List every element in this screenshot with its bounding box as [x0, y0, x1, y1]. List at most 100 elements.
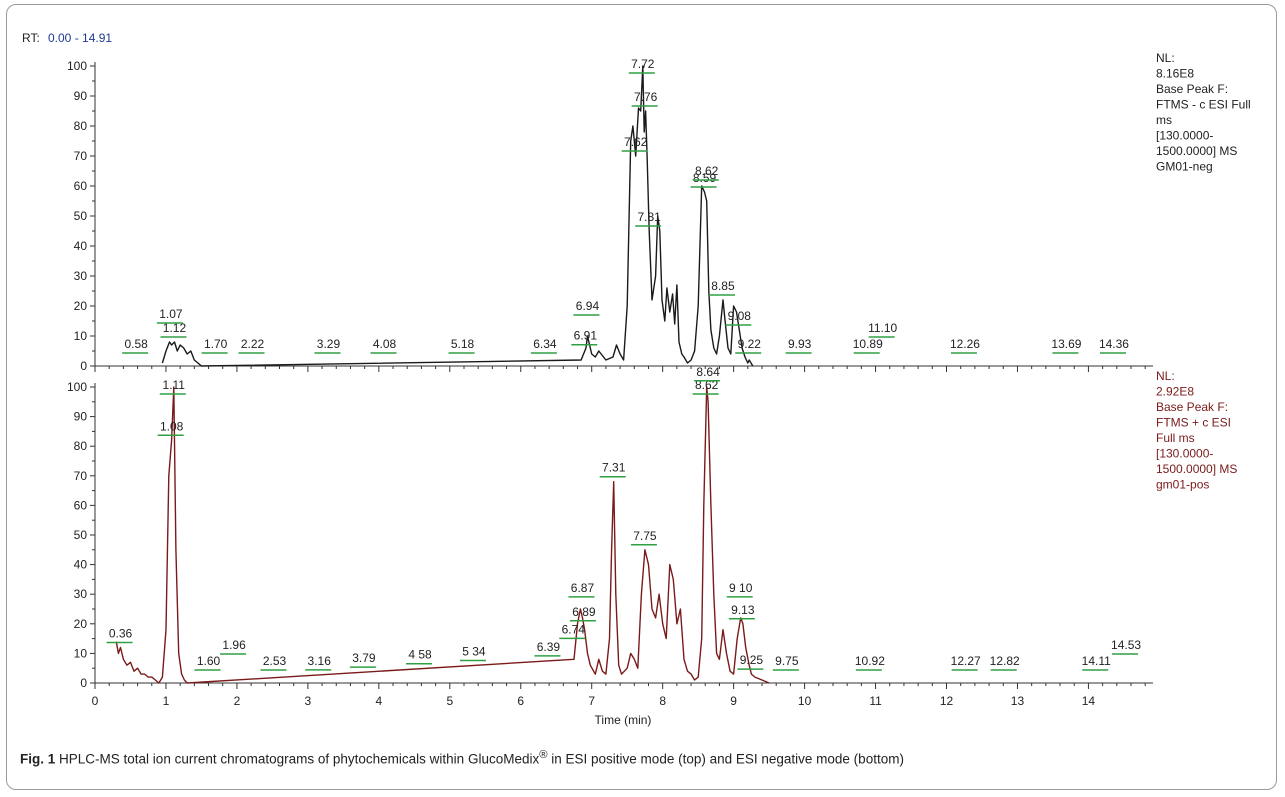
- figure-frame: [6, 4, 1277, 790]
- x-tick-label: 11: [869, 694, 882, 708]
- x-tick-label: 2: [234, 694, 241, 708]
- bottom-trace-line: [115, 386, 770, 684]
- top-y-tick-label: 100: [67, 59, 87, 73]
- bottom-peak-label: 5 34: [462, 644, 486, 658]
- top-peak-label: 1.07: [159, 307, 183, 321]
- bottom-peak-label: 1.11: [163, 378, 186, 392]
- bottom-peak-label: 6.87: [571, 581, 595, 595]
- bottom-peak-label: 8.64: [696, 365, 720, 379]
- rt-range: 0.00 - 14.91: [48, 31, 112, 45]
- bottom-peak-label: 4 58: [408, 648, 432, 662]
- top-y-tick-label: 40: [74, 239, 88, 253]
- bottom-info-line: Full ms: [1156, 431, 1195, 445]
- top-y-tick-label: 90: [74, 89, 88, 103]
- top-y-tick-label: 30: [74, 269, 88, 283]
- bottom-peak-label: 9.25: [740, 653, 764, 667]
- top-y-tick-label: 80: [74, 119, 88, 133]
- top-peak-label: 5.18: [451, 337, 475, 351]
- caption-text-end: in ESI positive mode (top) and ESI negat…: [547, 751, 904, 767]
- bottom-y-tick-label: 20: [74, 617, 88, 631]
- bottom-y-tick-label: 10: [74, 646, 88, 660]
- bottom-peak-label: 6.39: [537, 640, 561, 654]
- top-info-line: GM01-neg: [1156, 160, 1213, 174]
- x-tick-label: 13: [1011, 694, 1025, 708]
- x-tick-label: 9: [730, 694, 737, 708]
- chromatogram-chart: RT: 0.00 - 14.91 01020304050607080901000…: [22, 31, 1251, 727]
- top-peak-label: 12.26: [950, 337, 980, 351]
- top-peak-label: 7.81: [638, 210, 662, 224]
- top-peak-label: 9.08: [728, 309, 752, 323]
- bottom-peak-label: 7.31: [602, 461, 626, 475]
- bottom-y-tick-label: 80: [74, 439, 88, 453]
- top-peak-label: 2.22: [241, 337, 265, 351]
- bottom-y-tick-label: 0: [80, 676, 87, 690]
- figure-caption: Fig. 1 HPLC-MS total ion current chromat…: [20, 746, 1210, 769]
- top-info-line: NL:: [1156, 51, 1175, 65]
- top-info-line: Base Peak F:: [1156, 82, 1228, 96]
- bottom-y-tick-label: 70: [74, 469, 88, 483]
- x-tick-label: 14: [1082, 694, 1096, 708]
- top-info-line: FTMS - c ESI Full: [1156, 98, 1251, 112]
- x-tick-label: 7: [588, 694, 595, 708]
- top-peak-label: 14.36: [1099, 337, 1129, 351]
- top-y-tick-label: 10: [74, 329, 88, 343]
- bottom-info-line: FTMS + c ESI: [1156, 416, 1231, 430]
- top-peak-label: 7.72: [631, 57, 655, 71]
- top-info-line: ms: [1156, 113, 1172, 127]
- bottom-peak-label: 6.74: [562, 622, 586, 636]
- bottom-peak-label: 3.16: [308, 654, 332, 668]
- top-peak-label: 6.34: [533, 337, 557, 351]
- top-peak-label: 11.10: [868, 321, 897, 335]
- top-info-line: [130.0000-: [1156, 129, 1213, 143]
- top-y-tick-label: 0: [80, 359, 87, 373]
- bottom-peak-label: 1.60: [197, 654, 221, 668]
- bottom-info-line: gm01-pos: [1156, 478, 1209, 492]
- bottom-peak-label: 10.92: [855, 654, 885, 668]
- x-tick-label: 6: [517, 694, 524, 708]
- top-peak-label: 4.08: [373, 337, 397, 351]
- caption-fig-label: Fig. 1: [20, 751, 56, 767]
- bottom-info-line: NL:: [1156, 369, 1175, 383]
- top-y-tick-label: 60: [74, 179, 88, 193]
- top-peak-label: 7.76: [634, 90, 658, 104]
- bottom-info-line: [130.0000-: [1156, 447, 1213, 461]
- top-y-tick-label: 50: [74, 209, 88, 223]
- x-tick-label: 3: [305, 694, 312, 708]
- top-peak-label: 6.91: [574, 329, 598, 343]
- x-tick-label: 12: [940, 694, 954, 708]
- top-peak-label: 8.85: [711, 279, 735, 293]
- bottom-peak-label: 1.08: [160, 419, 184, 433]
- bottom-peak-label: 12.27: [951, 654, 981, 668]
- caption-text: HPLC-MS total ion current chromatograms …: [59, 751, 540, 767]
- bottom-y-tick-label: 30: [74, 587, 88, 601]
- x-tick-label: 10: [798, 694, 812, 708]
- bottom-y-tick-label: 100: [67, 380, 87, 394]
- bottom-peak-label: 1.96: [222, 638, 246, 652]
- top-y-tick-label: 70: [74, 149, 88, 163]
- caption-registered-mark: ®: [539, 749, 548, 761]
- bottom-peak-label: 3.79: [352, 651, 376, 665]
- top-y-tick-label: 20: [74, 299, 88, 313]
- top-info-line: 1500.0000] MS: [1156, 144, 1237, 158]
- x-tick-label: 5: [446, 694, 453, 708]
- top-peak-label: 9.93: [788, 337, 812, 351]
- top-peak-label: 7.62: [624, 135, 648, 149]
- top-trace-line: [161, 65, 754, 367]
- rt-label: RT:: [22, 31, 40, 45]
- bottom-peak-label: 14.53: [1111, 638, 1141, 652]
- top-peak-label: 10.89: [853, 337, 883, 351]
- bottom-peak-label: 14.11: [1082, 654, 1111, 668]
- top-peak-label: 9.22: [738, 337, 762, 351]
- top-peak-label: 6.94: [576, 299, 600, 313]
- top-peak-label: 8.62: [695, 164, 719, 178]
- bottom-peak-label: 9 10: [729, 581, 753, 595]
- x-tick-label: 4: [375, 694, 382, 708]
- bottom-peak-label: 9.75: [775, 654, 799, 668]
- top-peak-label: 8.59: [693, 171, 717, 185]
- bottom-y-tick-label: 90: [74, 410, 88, 424]
- x-tick-label: 1: [163, 694, 170, 708]
- x-tick-label: 8: [659, 694, 666, 708]
- top-peak-label: 0.58: [124, 337, 148, 351]
- bottom-info-line: Base Peak F:: [1156, 400, 1228, 414]
- top-peak-label: 1.12: [163, 321, 187, 335]
